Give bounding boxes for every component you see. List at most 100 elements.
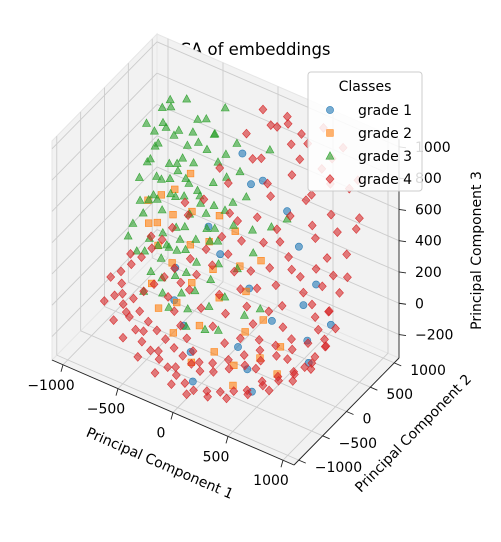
data-point xyxy=(166,379,176,390)
data-point xyxy=(220,292,230,301)
data-point xyxy=(110,290,120,301)
data-point xyxy=(121,307,131,317)
data-point xyxy=(192,185,203,194)
data-point xyxy=(215,212,224,220)
data-point xyxy=(266,120,276,130)
data-point xyxy=(229,386,239,396)
data-point xyxy=(322,253,332,263)
data-point xyxy=(303,338,313,349)
data-point xyxy=(186,241,194,249)
data-point xyxy=(192,269,201,280)
data-point xyxy=(251,363,261,374)
data-point xyxy=(118,299,128,309)
z-tick-label: −200 xyxy=(415,328,453,344)
data-point xyxy=(171,185,179,193)
data-point xyxy=(181,173,191,182)
data-point xyxy=(180,221,190,231)
data-point xyxy=(139,286,149,297)
data-point xyxy=(266,191,276,202)
data-point xyxy=(216,250,225,259)
legend-item: grade 2 xyxy=(326,126,412,142)
data-point xyxy=(176,288,187,297)
data-point xyxy=(164,158,174,167)
data-point xyxy=(145,219,153,227)
data-point xyxy=(252,212,262,223)
z-tick-label: 600 xyxy=(415,202,442,218)
data-point xyxy=(157,234,167,245)
data-point xyxy=(225,208,235,219)
tick-mark xyxy=(370,386,378,391)
data-point xyxy=(165,94,175,104)
data-point xyxy=(159,272,169,282)
data-point xyxy=(221,149,231,158)
data-point xyxy=(188,127,198,136)
data-point xyxy=(106,272,116,282)
data-point xyxy=(169,211,177,219)
data-point xyxy=(199,194,209,205)
data-point xyxy=(354,213,364,224)
grid-line-z xyxy=(51,135,158,243)
data-point xyxy=(317,281,327,292)
data-point xyxy=(265,144,275,154)
data-point xyxy=(169,329,177,337)
y-tick-label: 1000 xyxy=(410,363,446,379)
data-point xyxy=(152,194,162,203)
data-point xyxy=(126,259,136,270)
data-point xyxy=(152,325,162,336)
data-point xyxy=(166,102,176,111)
tick-mark xyxy=(298,459,306,464)
data-point xyxy=(234,343,242,351)
data-point xyxy=(259,237,268,248)
data-point xyxy=(118,288,127,299)
data-point xyxy=(342,272,352,283)
data-point xyxy=(185,253,195,264)
data-point xyxy=(286,139,296,150)
legend-marker xyxy=(325,151,335,160)
grid-line-z xyxy=(156,197,400,304)
data-point xyxy=(266,222,276,231)
data-point xyxy=(287,170,297,180)
data-point xyxy=(310,312,320,322)
y-tick-label: 0 xyxy=(363,412,372,428)
data-point xyxy=(287,344,297,355)
data-point xyxy=(213,325,223,334)
data-point xyxy=(178,153,188,162)
data-point xyxy=(220,103,230,112)
data-point xyxy=(131,324,141,335)
data-point xyxy=(183,210,193,221)
data-point xyxy=(173,298,181,307)
data-point xyxy=(324,306,333,317)
data-point xyxy=(157,102,167,111)
data-point xyxy=(247,180,255,189)
data-point xyxy=(161,334,170,345)
data-point xyxy=(283,354,292,364)
data-point xyxy=(174,125,184,134)
data-point xyxy=(169,130,179,139)
data-point xyxy=(235,333,245,344)
tick-mark xyxy=(280,460,284,468)
data-point xyxy=(152,171,162,180)
data-point xyxy=(223,178,233,188)
data-point xyxy=(139,326,148,337)
legend-item: grade 4 xyxy=(325,172,412,188)
data-point xyxy=(284,252,294,262)
data-point xyxy=(248,248,258,257)
data-point xyxy=(235,166,245,176)
data-point xyxy=(231,227,239,235)
data-point xyxy=(258,104,268,115)
legend-label: grade 2 xyxy=(358,126,412,142)
data-point xyxy=(169,306,179,317)
data-point xyxy=(232,138,242,147)
data-point xyxy=(222,393,231,404)
data-point xyxy=(221,308,230,319)
data-point xyxy=(186,169,195,178)
data-point xyxy=(118,332,128,343)
data-point xyxy=(148,190,159,199)
data-point xyxy=(135,306,145,317)
data-point xyxy=(273,371,283,382)
data-point xyxy=(169,343,179,353)
y-axis-label: Principal Component 2 xyxy=(352,371,475,495)
data-point xyxy=(181,267,191,276)
x-tick-label: −1000 xyxy=(27,378,74,394)
data-point xyxy=(328,270,338,281)
